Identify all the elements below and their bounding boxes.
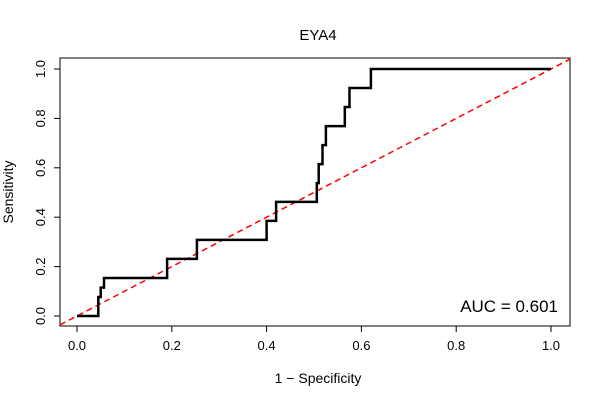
y-axis-label: Sensitivity — [0, 160, 16, 223]
roc-curve-line — [77, 67, 551, 318]
y-tick-label: 0.4 — [33, 208, 48, 226]
y-tick-label: 0.6 — [33, 159, 48, 177]
series-layer — [59, 58, 571, 326]
x-tick-label: 0.4 — [258, 338, 276, 353]
reference-diagonal-line — [59, 58, 571, 326]
y-tick-label: 0.0 — [33, 307, 48, 325]
x-axis-label: 1 − Specificity — [275, 370, 362, 386]
x-tick-label: 0.2 — [163, 338, 181, 353]
y-axis: 0.0 0.2 0.4 0.6 0.8 1.0 — [33, 60, 61, 325]
y-tick-label: 0.8 — [33, 109, 48, 127]
y-tick-label: 1.0 — [33, 60, 48, 78]
chart-title: EYA4 — [299, 27, 336, 44]
x-tick-label: 1.0 — [542, 338, 560, 353]
y-tick-label: 0.2 — [33, 258, 48, 276]
auc-annotation: AUC = 0.601 — [460, 297, 558, 316]
x-tick-label: 0.6 — [352, 338, 370, 353]
x-axis: 0.0 0.2 0.4 0.6 0.8 1.0 — [68, 325, 560, 353]
x-tick-label: 0.0 — [68, 338, 86, 353]
x-tick-label: 0.8 — [447, 338, 465, 353]
